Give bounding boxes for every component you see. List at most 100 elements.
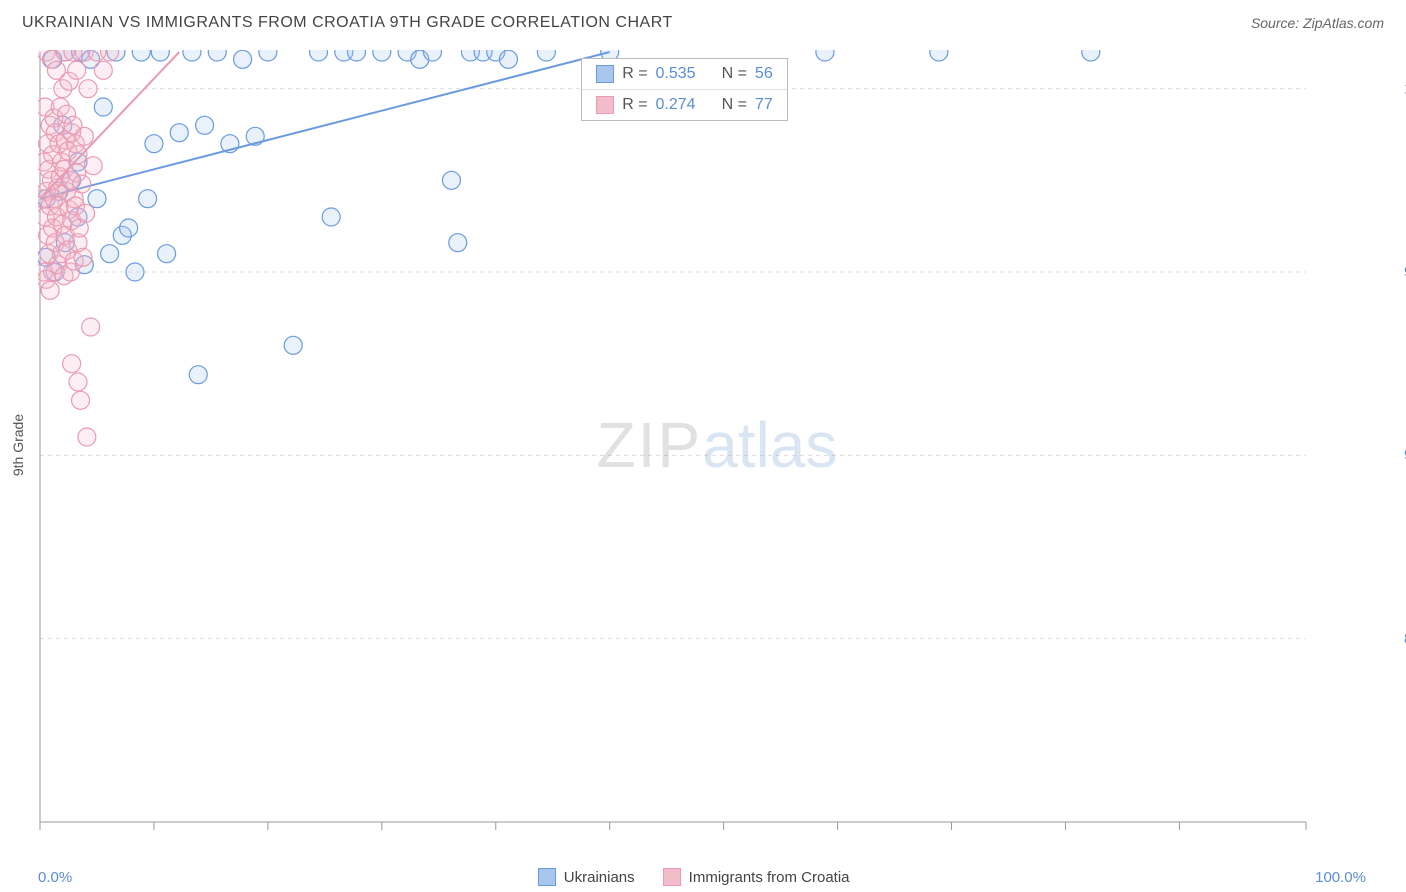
data-point-croatia [47, 61, 65, 79]
data-point-ukrainians [348, 50, 366, 61]
data-point-croatia [64, 50, 82, 61]
data-point-ukrainians [335, 50, 353, 61]
data-point-croatia [84, 157, 102, 175]
data-point-ukrainians [442, 171, 460, 189]
watermark-b: atlas [702, 409, 837, 481]
stats-r-value: 0.535 [656, 65, 696, 83]
data-point-croatia [44, 219, 62, 237]
source-prefix: Source: [1251, 15, 1303, 31]
data-point-croatia [46, 234, 64, 252]
watermark-a: ZIP [597, 409, 703, 481]
data-point-ukrainians [930, 50, 948, 61]
legend-label: Immigrants from Croatia [689, 869, 850, 886]
data-point-ukrainians [63, 171, 81, 189]
stats-swatch [596, 96, 614, 114]
data-point-ukrainians [101, 245, 119, 263]
data-point-ukrainians [38, 190, 55, 208]
data-point-ukrainians [126, 263, 144, 281]
data-point-croatia [74, 248, 92, 266]
data-point-croatia [50, 197, 68, 215]
data-point-croatia [51, 168, 69, 186]
data-point-croatia [40, 245, 58, 263]
chart-area: 9th Grade ZIPatlas R =0.535N =56R =0.274… [38, 50, 1396, 840]
data-point-ukrainians [310, 50, 328, 61]
data-point-ukrainians [398, 50, 416, 61]
legend-swatch [538, 868, 556, 886]
data-point-croatia [47, 208, 65, 226]
data-point-ukrainians [82, 50, 100, 68]
data-point-croatia [58, 182, 76, 200]
data-point-croatia [101, 50, 119, 61]
stats-n-label: N = [722, 65, 747, 83]
data-point-ukrainians [56, 50, 74, 61]
data-point-ukrainians [461, 50, 479, 61]
source-link[interactable]: ZipAtlas.com [1303, 15, 1384, 31]
data-point-croatia [73, 175, 91, 193]
data-point-ukrainians [170, 124, 188, 142]
data-point-ukrainians [50, 182, 68, 200]
data-point-croatia [38, 190, 52, 208]
data-point-croatia [55, 267, 73, 285]
data-point-ukrainians [107, 50, 125, 61]
source-attribution: Source: ZipAtlas.com [1251, 15, 1384, 31]
data-point-croatia [49, 179, 67, 197]
data-point-croatia [88, 50, 106, 61]
data-point-croatia [38, 270, 55, 288]
data-point-ukrainians [816, 50, 834, 61]
data-point-croatia [63, 355, 81, 373]
stats-legend-box: R =0.535N =56R =0.274N =77 [581, 58, 788, 121]
stats-r-value: 0.274 [656, 96, 696, 114]
legend-label: Ukrainians [564, 869, 635, 886]
y-axis-label: 9th Grade [10, 414, 26, 476]
data-point-croatia [45, 109, 63, 127]
data-point-croatia [70, 219, 88, 237]
data-point-croatia [82, 318, 100, 336]
data-point-croatia [38, 98, 54, 116]
data-point-croatia [79, 80, 97, 98]
data-point-croatia [77, 204, 95, 222]
data-point-ukrainians [246, 127, 264, 145]
data-point-ukrainians [487, 50, 505, 61]
data-point-croatia [75, 50, 93, 61]
data-point-croatia [38, 153, 53, 171]
stats-n-value: 56 [755, 65, 773, 83]
data-point-ukrainians [474, 50, 492, 61]
data-point-croatia [38, 50, 55, 61]
data-point-croatia [54, 80, 72, 98]
data-point-croatia [44, 146, 62, 164]
data-point-croatia [51, 98, 69, 116]
data-point-ukrainians [120, 219, 138, 237]
data-point-croatia [41, 197, 59, 215]
data-point-croatia [60, 72, 78, 90]
data-point-ukrainians [54, 116, 72, 134]
data-point-ukrainians [145, 135, 163, 153]
legend-item-croatia: Immigrants from Croatia [663, 868, 850, 886]
data-point-croatia [56, 131, 74, 149]
data-point-croatia [38, 263, 53, 281]
data-point-croatia [41, 116, 59, 134]
data-point-ukrainians [221, 135, 239, 153]
data-point-ukrainians [1082, 50, 1100, 61]
data-point-ukrainians [234, 50, 252, 68]
data-point-croatia [68, 164, 86, 182]
data-point-croatia [53, 245, 71, 263]
data-point-croatia [61, 171, 79, 189]
scatter-plot [38, 50, 1396, 840]
x-axis-min-label: 0.0% [38, 869, 72, 886]
data-point-croatia [41, 281, 59, 299]
data-point-croatia [45, 190, 63, 208]
stats-n-label: N = [722, 96, 747, 114]
data-point-croatia [69, 373, 87, 391]
data-point-croatia [69, 234, 87, 252]
data-point-ukrainians [411, 50, 429, 68]
data-point-ukrainians [196, 116, 214, 134]
data-point-croatia [66, 135, 84, 153]
data-point-croatia [65, 190, 83, 208]
data-point-croatia [55, 160, 73, 178]
data-point-ukrainians [284, 336, 302, 354]
data-point-croatia [75, 127, 93, 145]
data-point-croatia [46, 124, 64, 142]
data-point-croatia [42, 171, 60, 189]
data-point-croatia [53, 153, 71, 171]
data-point-croatia [64, 116, 82, 134]
